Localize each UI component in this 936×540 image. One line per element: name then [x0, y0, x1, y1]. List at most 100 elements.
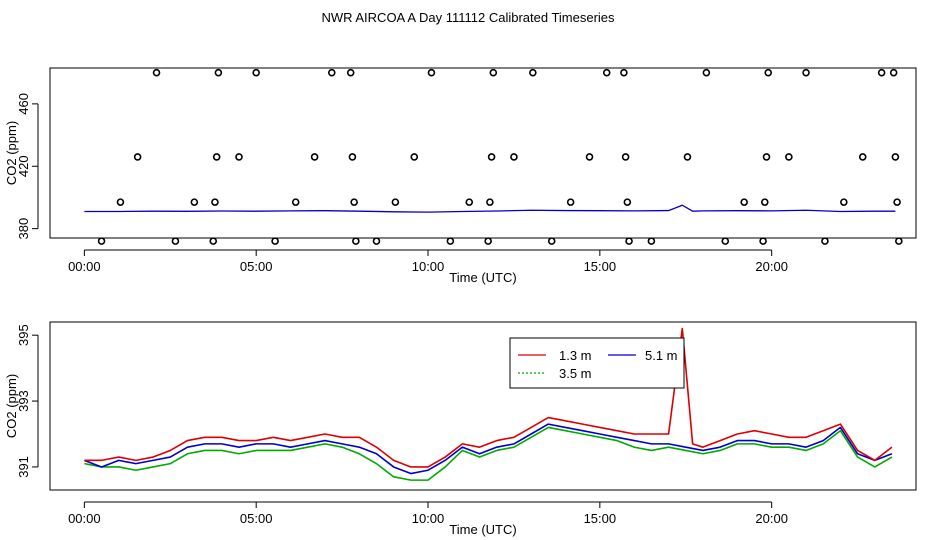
data-point: [190, 198, 199, 206]
data-point: [271, 237, 279, 245]
data-point: [683, 153, 692, 161]
data-point: [602, 68, 611, 77]
bottom-y-axis: 391 393 395: [16, 324, 39, 478]
data-point: [486, 198, 494, 206]
data-point: [391, 198, 400, 206]
top-plot-frame: [49, 67, 917, 239]
data-point: [211, 198, 219, 206]
data-point: [484, 237, 492, 245]
data-point: [152, 68, 161, 77]
x-tick-label: 10:00: [412, 511, 445, 526]
data-point: [291, 198, 300, 206]
legend: 1.3 m 5.1 m 3.5 m: [509, 337, 685, 389]
data-point: [762, 153, 771, 161]
timeseries-line: [84, 204, 896, 213]
bottom-x-label: Time (UTC): [449, 522, 516, 537]
data-point: [621, 153, 630, 161]
y-tick-label: 393: [16, 390, 31, 412]
bottom-plot-frame: [49, 321, 917, 491]
y-tick-label: 391: [16, 456, 31, 478]
legend-label-3-5m: 3.5 m: [559, 366, 592, 381]
data-point: [352, 237, 360, 245]
series-line-3-5-m: [84, 426, 893, 481]
x-tick-label: 05:00: [240, 511, 273, 526]
top-points-layer: [97, 68, 903, 245]
data-point: [547, 237, 556, 245]
top-x-axis: 00:00 05:00 10:00 15:00 20:00: [68, 249, 788, 274]
data-point: [410, 153, 419, 161]
data-point: [895, 237, 903, 245]
data-point: [487, 153, 496, 161]
data-point: [214, 68, 223, 77]
y-tick-label: 395: [16, 324, 31, 346]
data-point: [702, 68, 711, 77]
data-point: [893, 198, 901, 206]
data-point: [620, 68, 628, 77]
data-point: [427, 68, 436, 77]
data-point: [529, 68, 537, 77]
data-point: [372, 237, 381, 245]
data-point: [465, 198, 474, 206]
legend-box: [509, 337, 685, 389]
data-point: [348, 153, 357, 161]
data-point: [252, 68, 260, 77]
data-point: [310, 153, 319, 161]
legend-label-1-3m: 1.3 m: [559, 348, 592, 363]
top-panel: 00:00 05:00 10:00 15:00 20:00 380 420 460 Time…: [4, 67, 917, 285]
bottom-panel: 00:00 05:00 10:00 15:00 20:00 391 393 395 Time…: [4, 321, 917, 537]
data-point: [625, 237, 633, 245]
data-point: [802, 68, 810, 77]
x-tick-label: 00:00: [68, 259, 101, 274]
bottom-series-layer: [84, 327, 893, 481]
top-y-label: CO2 (ppm): [4, 121, 19, 185]
data-point: [740, 198, 748, 206]
x-tick-label: 20:00: [755, 511, 788, 526]
data-point: [840, 198, 848, 206]
top-y-axis: 380 420 460: [16, 93, 39, 240]
data-point: [97, 237, 106, 245]
y-tick-label: 420: [16, 155, 31, 177]
data-point: [116, 198, 125, 206]
data-point: [446, 237, 455, 245]
data-point: [785, 153, 793, 161]
data-point: [764, 68, 773, 77]
x-tick-label: 20:00: [755, 259, 788, 274]
x-tick-label: 15:00: [584, 259, 617, 274]
data-point: [235, 153, 243, 161]
data-point: [858, 153, 867, 161]
data-point: [346, 68, 355, 77]
data-point: [759, 237, 767, 245]
data-point: [350, 198, 358, 206]
x-tick-label: 00:00: [68, 511, 101, 526]
data-point: [891, 153, 900, 161]
x-tick-label: 10:00: [412, 259, 445, 274]
legend-label-5-1m: 5.1 m: [645, 348, 678, 363]
data-point: [327, 68, 336, 77]
x-tick-label: 05:00: [240, 259, 273, 274]
data-point: [209, 237, 218, 245]
data-point: [877, 68, 886, 77]
bottom-y-label: CO2 (ppm): [4, 374, 19, 438]
series-line-5-1-m: [84, 423, 893, 475]
data-point: [721, 237, 730, 245]
data-point: [566, 198, 575, 206]
x-tick-label: 15:00: [584, 511, 617, 526]
data-point: [889, 68, 898, 77]
chart-title: NWR AIRCOA A Day 111112 Calibrated Times…: [321, 10, 615, 25]
data-point: [760, 198, 769, 206]
data-point: [133, 153, 142, 161]
top-x-label: Time (UTC): [449, 270, 516, 285]
y-tick-label: 380: [16, 218, 31, 240]
data-point: [647, 237, 656, 245]
bottom-x-axis: 00:00 05:00 10:00 15:00 20:00: [68, 501, 788, 526]
top-line-layer: [84, 204, 896, 213]
series-line-1-3-m: [84, 327, 893, 468]
data-point: [171, 237, 180, 245]
data-point: [510, 153, 518, 161]
data-point: [489, 68, 498, 77]
data-point: [212, 153, 221, 161]
y-tick-label: 460: [16, 93, 31, 115]
data-point: [623, 198, 632, 206]
data-point: [585, 153, 594, 161]
